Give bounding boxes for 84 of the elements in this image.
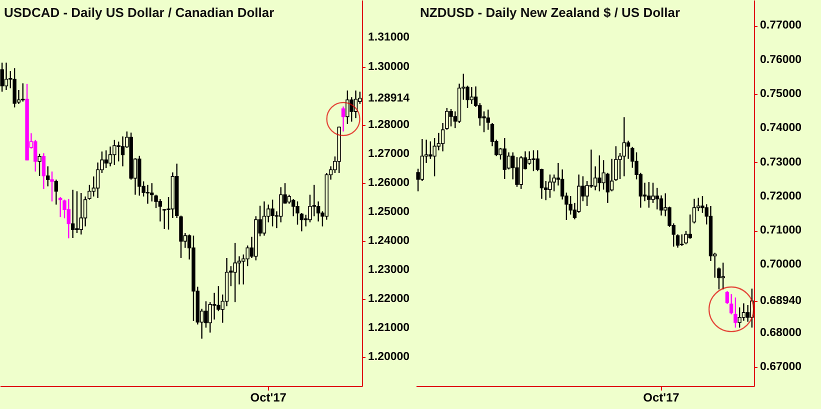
candlestick [610, 158, 614, 192]
candlestick [680, 234, 684, 247]
candlestick [734, 296, 738, 328]
candlestick [688, 214, 692, 240]
candlestick [738, 306, 742, 328]
candlestick [622, 116, 626, 177]
y-tick-label: 0.77000 [760, 20, 802, 32]
candlestick [54, 179, 58, 206]
candlestick [96, 162, 100, 199]
candlestick [350, 96, 354, 122]
candlestick [108, 146, 112, 167]
candlestick [46, 166, 50, 187]
candlestick [432, 137, 436, 177]
x-tick-label: Oct'17 [250, 390, 287, 404]
y-tick-label: 1.21000 [368, 322, 410, 334]
y-tick-label: 0.71000 [760, 224, 802, 237]
candlestick [746, 304, 750, 322]
candlestick [58, 196, 62, 218]
candlestick [341, 106, 346, 132]
candlestick [291, 198, 296, 217]
y-tick-label: 0.73000 [760, 156, 802, 168]
candlestick [659, 194, 664, 216]
candlestick [692, 198, 696, 224]
candlestick [506, 152, 511, 170]
y-tick-label: 0.70000 [760, 258, 802, 271]
candlestick [233, 242, 237, 303]
y-tick-label: 1.20000 [368, 350, 410, 363]
candlestick [120, 136, 125, 167]
y-tick-label: 0.76000 [760, 54, 802, 66]
candlestick [647, 181, 651, 208]
candlestick [66, 198, 71, 239]
y-tick-label: 1.26000 [368, 176, 410, 189]
candlestick [150, 182, 154, 202]
candlestick [212, 292, 216, 320]
y-tick-label: 0.74000 [760, 122, 802, 134]
candlestick [626, 140, 630, 160]
candlestick [502, 137, 506, 180]
y-tick-label: 1.27000 [368, 148, 410, 160]
candlestick [4, 62, 8, 91]
y-tick-label: 0.72000 [760, 190, 802, 202]
candlestick [70, 189, 75, 239]
candlestick [449, 108, 453, 127]
y-tick-label: 1.22000 [368, 292, 410, 305]
candlestick [316, 200, 320, 222]
candlestick [79, 192, 83, 236]
candlestick [104, 150, 108, 169]
candlestick [0, 62, 4, 92]
candlestick [270, 199, 274, 227]
candlestick [75, 190, 79, 234]
y-tick-label: 1.30000 [368, 60, 410, 73]
y-tick-label: 0.75000 [760, 88, 802, 100]
candlestick [428, 140, 432, 160]
candlestick [420, 138, 424, 182]
candlestick [515, 156, 519, 188]
candlestick [486, 109, 490, 130]
y-tick-label: 1.23000 [368, 264, 410, 276]
x-tick-label: Oct'17 [643, 390, 680, 404]
y-tick-label: 0.67000 [760, 361, 802, 374]
candlestick [532, 150, 536, 172]
y-tick-label: 1.24000 [368, 234, 410, 247]
y-tick-label: 1.25000 [368, 206, 410, 218]
candlestick [38, 153, 42, 176]
candlestick [528, 150, 532, 166]
candlestick [676, 234, 680, 248]
candlestick [346, 90, 350, 125]
y-tick-label: 1.31000 [368, 32, 410, 44]
candlestick [470, 86, 474, 104]
candlestick [721, 262, 725, 290]
candlestick [237, 256, 242, 286]
chart-title: NZDUSD - Daily New Zealand $ / US Dollar [420, 5, 680, 20]
candlestick [158, 198, 162, 222]
candlestick [548, 174, 552, 198]
y-tick-label: 1.28000 [368, 118, 410, 131]
y-tick-label: 0.68940 [760, 294, 802, 307]
y-tick-label: 1.28914 [368, 92, 410, 104]
chart-title: USDCAD - Daily US Dollar / Canadian Dollar [4, 5, 274, 20]
candlestick [112, 139, 116, 166]
candlestick [42, 152, 46, 190]
candlestick [598, 154, 602, 192]
candlestick [50, 170, 54, 202]
candlestick [742, 302, 746, 322]
candlestick [146, 184, 150, 204]
y-tick-label: 0.68000 [760, 327, 802, 340]
candlestick [262, 200, 266, 236]
